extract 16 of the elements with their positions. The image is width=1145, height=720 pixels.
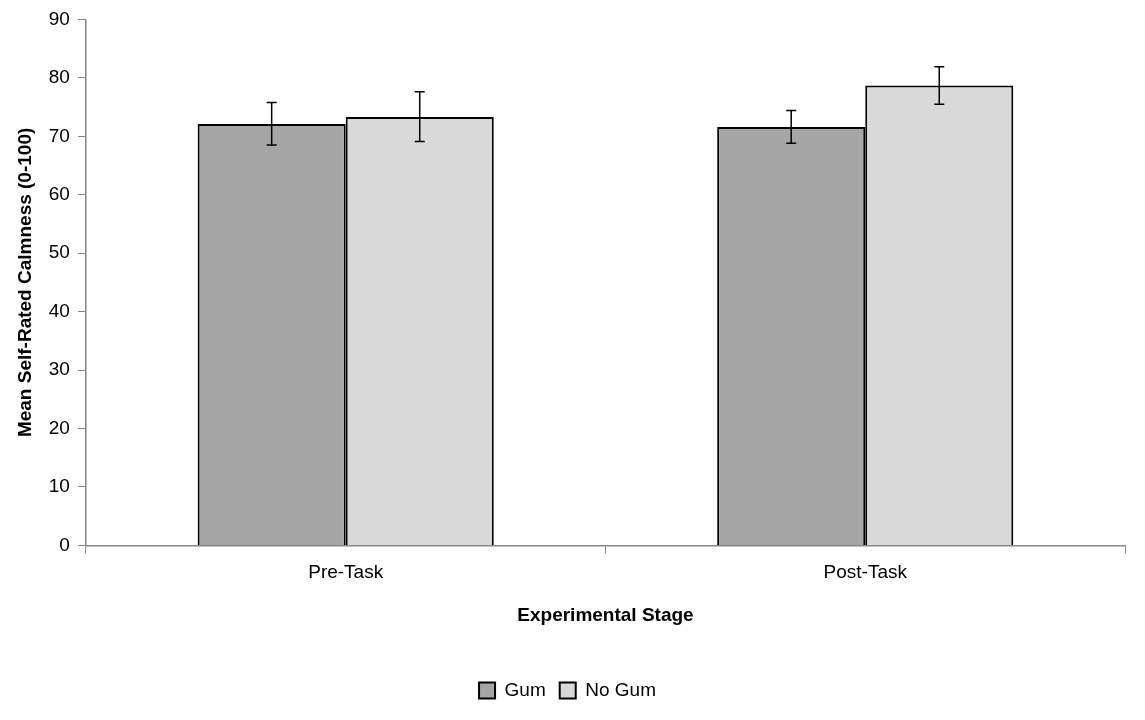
- legend-label: No Gum: [585, 678, 656, 700]
- y-tick-label: 40: [48, 299, 70, 321]
- x-tick-label: Pre-Task: [308, 561, 384, 583]
- y-tick-label: 60: [48, 182, 70, 204]
- legend-label: Gum: [504, 678, 546, 700]
- x-tick-label: Post-Task: [823, 561, 908, 583]
- x-axis-title: Experimental Stage: [517, 603, 694, 625]
- y-tick-label: 20: [48, 416, 70, 438]
- y-tick-label: 70: [48, 124, 70, 146]
- y-tick-label: 10: [48, 475, 70, 497]
- y-tick-label: 80: [48, 66, 70, 88]
- y-tick-label: 50: [48, 241, 70, 263]
- y-tick-label: 30: [48, 358, 70, 380]
- y-tick-label: 0: [59, 533, 70, 555]
- y-tick-label: 90: [48, 7, 70, 29]
- y-axis-title: Mean Self-Rated Calmness (0-100): [13, 127, 35, 438]
